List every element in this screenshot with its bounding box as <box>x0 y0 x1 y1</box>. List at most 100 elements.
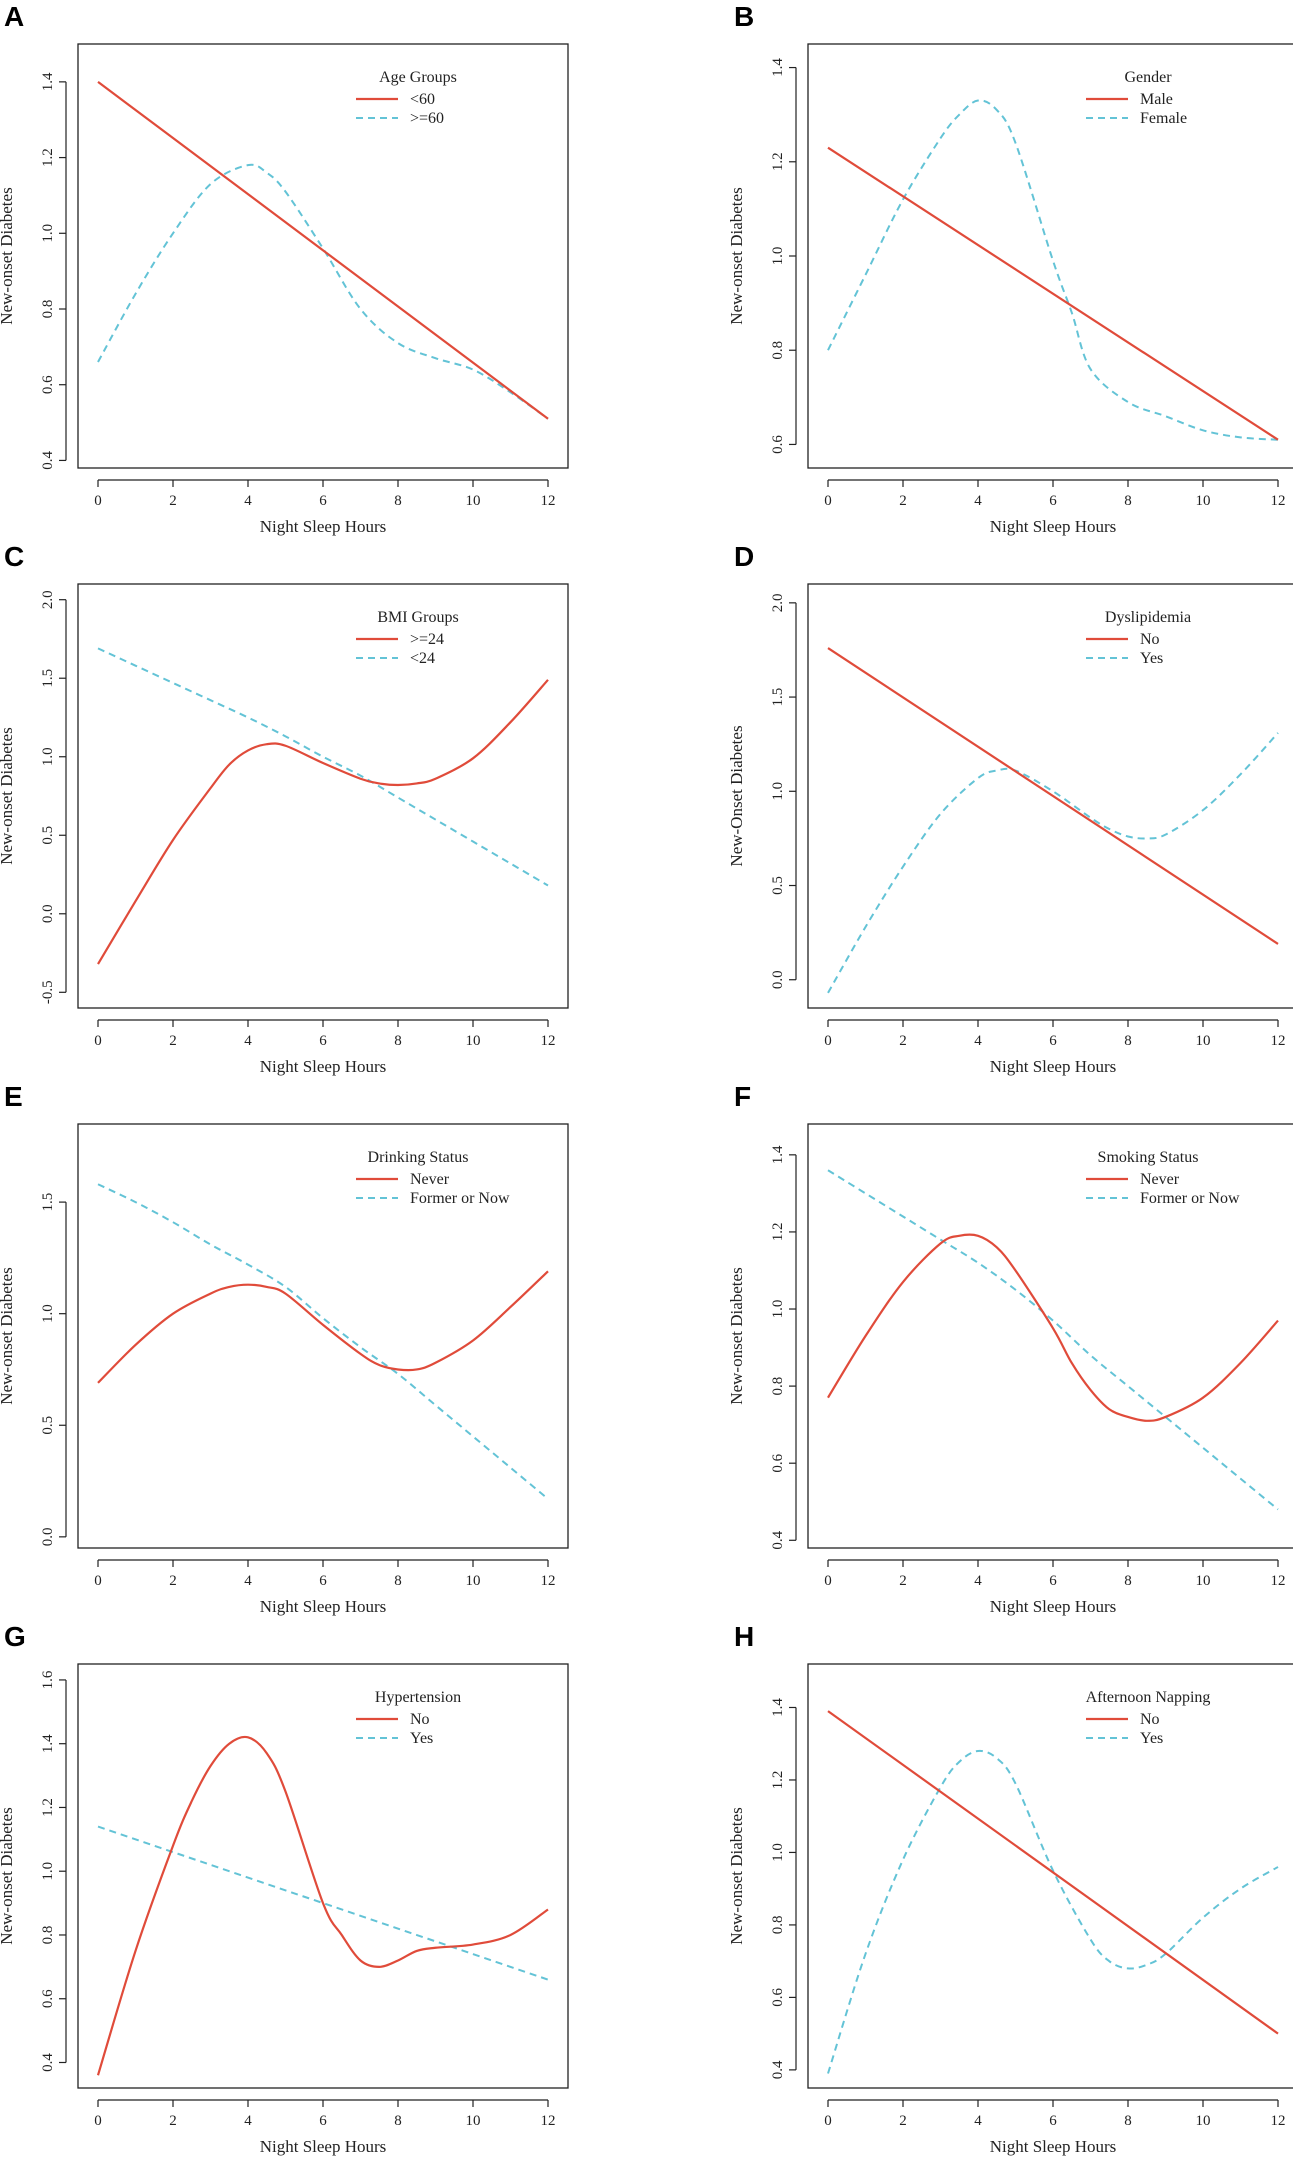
legend-entry: Yes <box>1140 1730 1163 1747</box>
x-tick-label: 0 <box>824 1573 832 1589</box>
legend-entry: Never <box>1140 1171 1180 1188</box>
panel-g: G 0 2 4 6 8 10 12 0.4 0.6 0.8 1.0 1.2 1.4 1.6 Night Sle… <box>0 1621 569 2156</box>
x-tick-label: 8 <box>394 1033 402 1049</box>
y-tick-label: 1.2 <box>40 1798 56 1817</box>
x-tick-label: 4 <box>974 493 982 509</box>
y-tick-label: 1.2 <box>770 152 786 171</box>
y-tick-label: 0.0 <box>40 1527 56 1546</box>
y-tick-label: 1.4 <box>770 1698 786 1717</box>
plot-frame <box>77 583 569 1009</box>
x-tick-label: 10 <box>466 1573 481 1589</box>
plot-frame <box>77 1663 569 2089</box>
series-line-Never <box>827 1233 1279 1422</box>
x-axis-title: Night Sleep Hours <box>260 1057 387 1076</box>
x-tick-label: 4 <box>974 1573 982 1589</box>
x-tick-label: 6 <box>1049 1573 1057 1589</box>
legend-entry: >=24 <box>410 631 444 648</box>
y-tick-label: 1.0 <box>40 747 56 766</box>
panel-label: E <box>4 1081 23 1112</box>
y-tick-label: 0.8 <box>40 300 56 319</box>
x-tick-label: 0 <box>94 493 102 509</box>
x-axis-title: Night Sleep Hours <box>990 1597 1117 1616</box>
y-axis-title: New-onset Diabetes <box>0 1267 16 1404</box>
series-line-Yes <box>97 1825 549 1981</box>
y-tick-label: 1.0 <box>770 782 786 801</box>
x-tick-label: 4 <box>244 1033 252 1049</box>
x-axis-title: Night Sleep Hours <box>990 1057 1117 1076</box>
x-tick-label: 2 <box>899 1033 907 1049</box>
x-tick-label: 0 <box>824 2113 832 2129</box>
y-axis-title: New-onset Diabetes <box>727 1807 746 1944</box>
y-tick-label: 1.0 <box>770 1300 786 1319</box>
legend-entry: Never <box>410 1171 450 1188</box>
legend-entry: Female <box>1140 110 1187 127</box>
series-line-FormerorNow <box>827 1169 1279 1511</box>
x-tick-label: 12 <box>1271 1033 1286 1049</box>
x-axis-title: Night Sleep Hours <box>260 517 387 536</box>
x-axis-title: Night Sleep Hours <box>990 517 1117 536</box>
y-tick-label: 0.8 <box>40 1926 56 1945</box>
y-axis-title: New-onset Diabetes <box>0 1807 16 1944</box>
legend-title: Dyslipidemia <box>1105 609 1191 626</box>
x-tick-label: 6 <box>319 1573 327 1589</box>
legend-entry: <24 <box>410 650 435 667</box>
legend-entry: >=60 <box>410 110 444 127</box>
series-line-Yes <box>827 1749 1279 2074</box>
panel-c: C 0 2 4 6 8 10 12 -0.5 0.0 0.5 1.0 1.5 2.0 Night Sleep… <box>0 541 569 1076</box>
x-tick-label: 8 <box>1124 1033 1132 1049</box>
series-line-60 <box>97 80 549 420</box>
y-tick-label: 0.4 <box>770 1530 786 1549</box>
plot-frame <box>807 43 1293 469</box>
plot-frame <box>77 43 569 469</box>
panel-h: H 0 2 4 6 8 10 12 0.4 0.6 0.8 1.0 1.2 1.4 Night Sleep … <box>727 1621 1293 2156</box>
x-tick-label: 0 <box>94 1033 102 1049</box>
series-line-No <box>96 1735 549 2076</box>
legend-entry: <60 <box>410 91 435 108</box>
y-axis-title: New-onset Diabetes <box>0 727 16 864</box>
y-tick-label: 1.0 <box>40 1862 56 1881</box>
x-tick-label: 4 <box>974 1033 982 1049</box>
y-tick-label: 0.4 <box>40 451 56 470</box>
x-tick-label: 0 <box>824 1033 832 1049</box>
y-tick-label: 0.0 <box>40 904 56 923</box>
x-tick-label: 0 <box>94 2113 102 2129</box>
legend-entry: No <box>1140 1711 1160 1728</box>
y-tick-label: 1.5 <box>770 688 786 707</box>
x-tick-label: 6 <box>1049 2113 1057 2129</box>
legend-entry: Yes <box>410 1730 433 1747</box>
x-tick-label: 12 <box>1271 493 1286 509</box>
y-tick-label: 1.4 <box>40 1734 56 1753</box>
x-tick-label: 6 <box>319 1033 327 1049</box>
x-tick-label: 4 <box>244 1573 252 1589</box>
y-tick-label: 0.5 <box>40 826 56 845</box>
legend-entry: No <box>1140 631 1160 648</box>
series-line-24 <box>97 647 549 887</box>
panel-f: F 0 2 4 6 8 10 12 0.4 0.6 0.8 1.0 1.2 1.4 Night Sleep … <box>727 1081 1293 1616</box>
y-tick-label: 0.4 <box>770 2060 786 2079</box>
legend-title: Drinking Status <box>368 1149 469 1166</box>
x-tick-label: 10 <box>1196 2113 1211 2129</box>
legend-entry: No <box>410 1711 430 1728</box>
x-tick-label: 6 <box>319 2113 327 2129</box>
y-tick-label: 1.0 <box>770 1843 786 1862</box>
panel-label: D <box>734 541 754 572</box>
y-tick-label: 0.8 <box>770 1916 786 1935</box>
y-tick-label: 2.0 <box>40 590 56 609</box>
y-tick-label: 0.4 <box>40 2053 56 2072</box>
x-tick-label: 8 <box>394 2113 402 2129</box>
x-tick-label: 0 <box>824 493 832 509</box>
y-tick-label: 0.8 <box>770 1377 786 1396</box>
x-tick-label: 4 <box>244 2113 252 2129</box>
legend-title: Smoking Status <box>1098 1149 1199 1166</box>
x-tick-label: 10 <box>1196 1033 1211 1049</box>
legend-title: Age Groups <box>379 69 457 86</box>
x-tick-label: 10 <box>466 2113 481 2129</box>
y-tick-label: 0.6 <box>770 1453 786 1472</box>
y-tick-label: 1.0 <box>40 224 56 243</box>
x-tick-label: 6 <box>1049 1033 1057 1049</box>
y-tick-label: 1.0 <box>40 1304 56 1323</box>
panel-d: D 0 2 4 6 8 10 12 0.0 0.5 1.0 1.5 2.0 Night Sleep Hou… <box>727 541 1293 1076</box>
panel-b: B 0 2 4 6 8 10 12 0.6 0.8 1.0 1.2 1.4 Night Sleep Hou… <box>727 1 1293 536</box>
series-line-Male <box>827 146 1279 441</box>
